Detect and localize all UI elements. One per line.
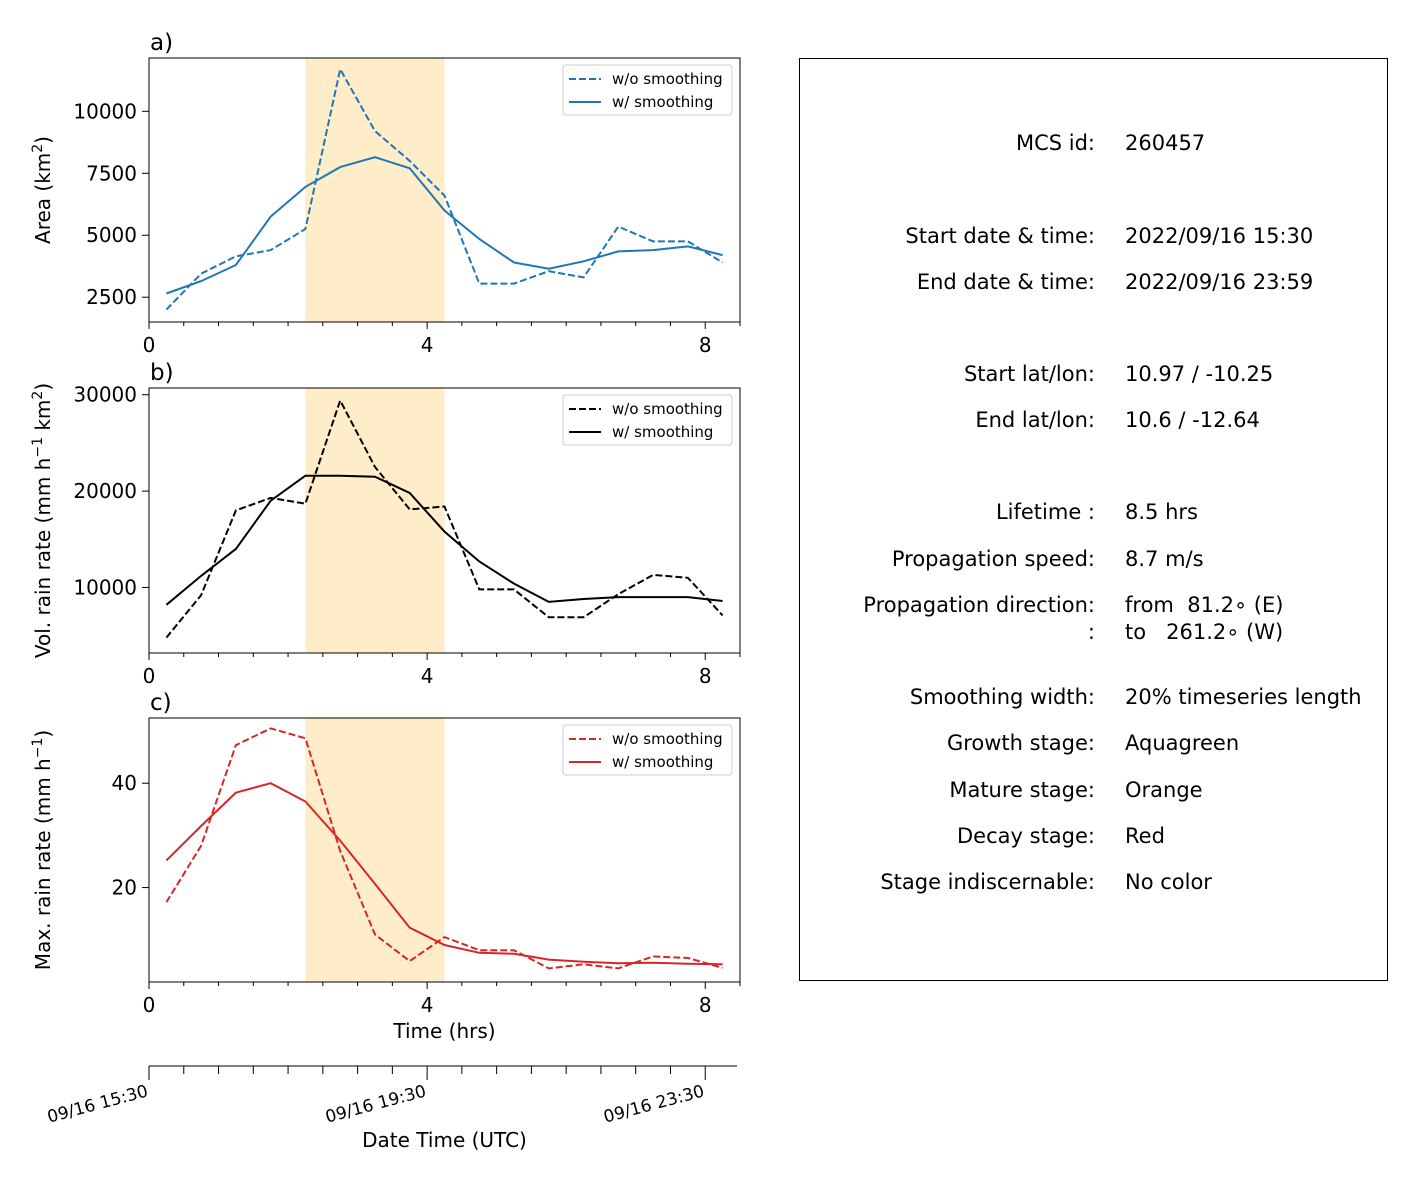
info-row-end-latlon: End lat/lon: 10.6 / -12.64: [800, 408, 1389, 438]
y-tick-label: 10000: [73, 575, 137, 599]
y-axis-label: Max. rain rate (mm h−1): [30, 730, 55, 970]
x-tick-label: 0: [143, 333, 156, 357]
info-label: Mature stage:: [949, 778, 1095, 802]
info-value: to 261.2∘ (W): [1125, 620, 1284, 644]
x-tick-label: 4: [421, 664, 434, 688]
x-tick-label: 4: [421, 333, 434, 357]
info-value: Red: [1125, 824, 1165, 848]
info-label: Propagation speed:: [891, 547, 1095, 571]
info-row-mature-stage: Mature stage: Orange: [800, 778, 1389, 808]
unsmoothed-series-line: [165, 397, 724, 639]
y-tick-label: 2500: [86, 285, 137, 309]
info-label: Growth stage:: [946, 731, 1095, 755]
datetime-tick-label: 09/16 19:30: [323, 1082, 428, 1128]
info-value: 10.97 / -10.25: [1125, 362, 1274, 386]
legend-box: [562, 64, 733, 116]
datetime-tick-label: 09/16 23:30: [601, 1082, 706, 1128]
info-value: 8.7 m/s: [1125, 547, 1204, 571]
info-row-decay-stage: Decay stage: Red: [800, 824, 1389, 854]
legend-box: [562, 394, 733, 446]
legend-label: w/ smoothing: [612, 93, 713, 111]
info-label: End date & time:: [916, 270, 1095, 294]
x-tick-label: 4: [421, 993, 434, 1017]
y-tick-label: 20: [112, 876, 137, 900]
smoothed-series-line: [165, 782, 723, 966]
smoothed-series-line: [165, 474, 723, 606]
info-label: End lat/lon:: [975, 408, 1095, 432]
info-value: 2022/09/16 15:30: [1125, 224, 1314, 248]
legend-label: w/o smoothing: [612, 730, 723, 748]
y-tick-label: 20000: [73, 479, 137, 503]
smoothed-series-line: [166, 156, 723, 295]
info-value: Orange: [1125, 778, 1203, 802]
datetime-axis: 09/16 15:30 09/16 19:30 09/16 23:30 Date Ti…: [45, 1065, 737, 1152]
info-row-end-datetime: End date & time: 2022/09/16 23:59: [800, 270, 1389, 300]
info-label: Start lat/lon:: [963, 362, 1095, 386]
x-tick-label: 0: [143, 993, 156, 1017]
legend-label: w/ smoothing: [612, 753, 713, 771]
panel-label: b): [150, 360, 174, 386]
y-tick-label: 30000: [73, 383, 137, 407]
y-tick-label: 10000: [73, 99, 137, 123]
info-row-stage-indiscernable: Stage indiscernable: No color: [800, 870, 1389, 900]
legend-box: [562, 724, 733, 776]
legend-label: w/ smoothing: [612, 423, 713, 441]
info-label: Stage indiscernable:: [880, 870, 1095, 894]
unsmoothed-series-line: [165, 727, 723, 970]
info-value: No color: [1125, 870, 1212, 894]
info-label: MCS id:: [1015, 131, 1095, 155]
info-value: 10.6 / -12.64: [1125, 408, 1260, 432]
info-value: from 81.2∘ (E): [1125, 593, 1284, 617]
y-tick-label: 40: [112, 771, 137, 795]
info-value: Aquagreen: [1125, 731, 1240, 755]
panel-label: a): [150, 30, 173, 56]
info-row-growth-stage: Growth stage: Aquagreen: [800, 731, 1389, 761]
y-axis-label: Vol. rain rate (mm h−1 km2): [30, 383, 55, 658]
x-tick-label: 8: [699, 664, 712, 688]
axes-frame: [148, 57, 741, 323]
y-tick-label: 7500: [86, 161, 137, 185]
datetime-axis-label: Date Time (UTC): [362, 1128, 527, 1152]
unsmoothed-series-line: [165, 66, 724, 311]
x-tick-label: 8: [699, 333, 712, 357]
y-axis-label: Area (km2): [30, 136, 55, 244]
panel-c: 0 4 8 20 40 w/o smoothing w/ smoothing: [112, 717, 741, 1017]
x-tick-label: 0: [143, 664, 156, 688]
axes-frame: [148, 717, 741, 983]
mature-stage-shading: [305, 718, 445, 982]
info-row-smoothing-width: Smoothing width: 20% timeseries length: [800, 685, 1389, 715]
info-label: Start date & time:: [905, 224, 1095, 248]
info-row-propagation-direction-cont: : to 261.2∘ (W): [800, 620, 1389, 650]
info-label: Smoothing width:: [909, 685, 1095, 709]
mature-stage-shading: [305, 388, 445, 653]
info-value: 2022/09/16 23:59: [1125, 270, 1314, 294]
info-row-propagation-direction: Propagation direction: from 81.2∘ (E): [800, 593, 1389, 623]
y-tick-label: 5000: [86, 223, 137, 247]
info-value: 20% timeseries length: [1125, 685, 1362, 709]
mcs-info-panel: MCS id: 260457 Start date & time: 2022/0…: [799, 58, 1388, 981]
axes-frame: [148, 387, 741, 654]
info-row-propagation-speed: Propagation speed: 8.7 m/s: [800, 547, 1389, 577]
panel-a: 0 4 8 2500 5000 7500 10000 w/o smoothing w/ smoo…: [73, 57, 741, 357]
info-value: 8.5 hrs: [1125, 500, 1198, 524]
info-row-mcs-id: MCS id: 260457: [800, 131, 1389, 161]
info-label: Lifetime :: [995, 500, 1095, 524]
info-row-start-latlon: Start lat/lon: 10.97 / -10.25: [800, 362, 1389, 392]
panel-b: 0 4 8 10000 20000 30000 w/o smoothing w/ smooth…: [73, 383, 741, 688]
info-label: Decay stage:: [957, 824, 1095, 848]
mature-stage-shading: [305, 58, 445, 322]
info-label: Propagation direction:: [863, 593, 1095, 617]
info-row-start-datetime: Start date & time: 2022/09/16 15:30: [800, 224, 1389, 254]
info-label: :: [1087, 620, 1095, 644]
legend-label: w/o smoothing: [612, 400, 723, 418]
x-tick-label: 8: [699, 993, 712, 1017]
legend-label: w/o smoothing: [612, 70, 723, 88]
datetime-tick-label: 09/16 15:30: [45, 1082, 150, 1128]
info-value: 260457: [1125, 131, 1206, 155]
x-axis-label: Time (hrs): [392, 1019, 495, 1043]
info-row-lifetime: Lifetime : 8.5 hrs: [800, 500, 1389, 530]
panel-label: c): [150, 690, 172, 716]
